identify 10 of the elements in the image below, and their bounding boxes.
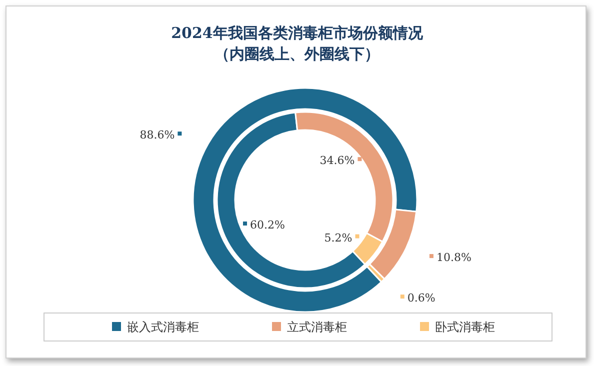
data-label: 34.6%	[320, 154, 355, 168]
title: 2024年我国各类消毒柜市场份额情况 （内圈线上、外圈线下）	[171, 24, 423, 63]
legend-label: 嵌入式消毒柜	[127, 320, 199, 334]
data-label: 88.6%	[140, 128, 175, 142]
legend-label: 卧式消毒柜	[435, 320, 495, 334]
data-label: 0.6%	[407, 292, 436, 305]
data-label: 5.2%	[324, 231, 352, 244]
legend-label: 立式消毒柜	[287, 320, 347, 334]
data-label: 60.2%	[250, 218, 285, 232]
data-label: 10.8%	[436, 251, 472, 264]
